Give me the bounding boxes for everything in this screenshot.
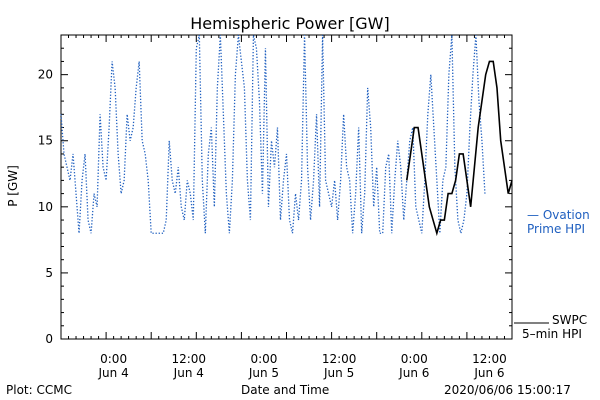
y-ticks: 0 5 10 15 20 — [38, 47, 512, 346]
x-tick-date: Jun 4 — [98, 366, 129, 380]
timestamp: 2020/06/06 15:00:17 — [444, 383, 571, 397]
series-layer — [60, 34, 513, 237]
ovation-prime-hpi-series — [60, 34, 486, 234]
legend: — Ovation Prime HPI SWPC 5–min HPI — [514, 208, 590, 341]
x-tick-date: Jun 5 — [323, 366, 354, 380]
plot-frame — [60, 34, 513, 340]
x-tick-date: Jun 4 — [173, 366, 204, 380]
x-tick-time: 0:00 — [401, 352, 428, 366]
x-tick-date: Jun 5 — [248, 366, 279, 380]
y-tick-label: 10 — [38, 200, 53, 214]
x-tick-time: 0:00 — [250, 352, 277, 366]
plot-source: Plot: CCMC — [6, 383, 72, 397]
y-tick-label: 20 — [38, 68, 53, 82]
legend-swpc-line2: 5–min HPI — [522, 327, 582, 341]
y-tick-label: 0 — [45, 332, 53, 346]
x-tick-time: 12:00 — [472, 352, 507, 366]
x-tick-time: 12:00 — [171, 352, 206, 366]
legend-ovation-line2: Prime HPI — [527, 222, 585, 236]
chart-title: Hemispheric Power [GW] — [190, 14, 389, 33]
x-tick-time: 12:00 — [322, 352, 357, 366]
legend-swpc-line1: SWPC — [552, 313, 587, 327]
x-tick-date: Jun 6 — [398, 366, 429, 380]
legend-ovation-line1: — Ovation — [527, 208, 590, 222]
swpc-5min-hpi-series — [405, 60, 513, 237]
y-tick-label: 15 — [38, 134, 53, 148]
x-tick-date: Jun 6 — [473, 366, 504, 380]
y-tick-label: 5 — [45, 266, 53, 280]
y-axis-label: P [GW] — [6, 165, 20, 207]
x-tick-time: 0:00 — [100, 352, 127, 366]
x-axis-label: Date and Time — [241, 383, 330, 397]
